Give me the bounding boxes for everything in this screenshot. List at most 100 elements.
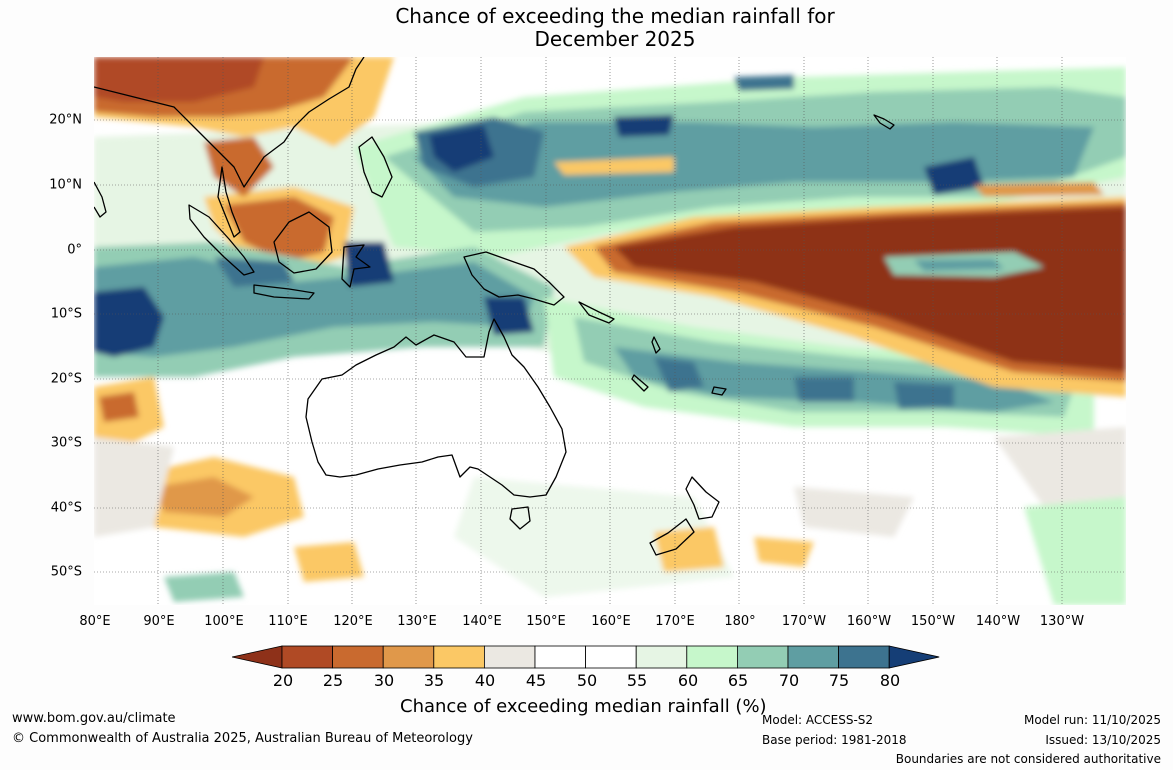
lon-label-180: 180° xyxy=(724,614,756,629)
coastlines xyxy=(94,57,895,556)
lat-label-50s: 50°S xyxy=(50,564,82,580)
colorbar-cell xyxy=(483,645,536,669)
field-south-dry-3 xyxy=(294,542,364,582)
colorbar-cell xyxy=(382,645,435,669)
java-coastline xyxy=(253,284,315,300)
base-period: Base period: 1981-2018 xyxy=(762,733,907,747)
field-south-green xyxy=(1024,497,1126,605)
field-sulawesi-blue xyxy=(344,242,394,287)
sumatra-coastline xyxy=(188,204,255,276)
colorbar-arrow-low xyxy=(232,645,283,669)
website-link[interactable]: www.bom.gov.au/climate xyxy=(12,711,176,726)
field-indian-ocean-teal xyxy=(94,257,534,357)
colorbar-cells xyxy=(232,645,940,669)
hawaii-coastline xyxy=(873,114,895,130)
field-west-dry-2 xyxy=(99,392,139,422)
lon-label-170w: 170°W xyxy=(781,614,827,629)
field-south-grey-2 xyxy=(794,487,914,537)
colorbar-tick-50: 50 xyxy=(576,671,598,690)
field-south-indian-dry-2 xyxy=(154,477,254,517)
field-pacific-wet-lens-blue xyxy=(914,259,1004,271)
field-blue-north-3 xyxy=(734,75,794,91)
lon-label-140w: 140°W xyxy=(975,614,1021,629)
sulawesi-coastline xyxy=(341,244,371,288)
model-run-date: Model run: 11/10/2025 xyxy=(1023,713,1161,727)
colorbar-tick-55: 55 xyxy=(626,671,648,690)
lat-label-20n: 20°N xyxy=(49,112,82,128)
field-south-dry-4 xyxy=(754,537,814,567)
lon-label-130w: 130°W xyxy=(1039,614,1085,629)
colorbar-arrow-high xyxy=(888,645,940,669)
field-pacific-dry-dark xyxy=(614,207,1126,372)
colorbar-tick-80: 80 xyxy=(879,671,901,690)
lat-label-40s: 40°S xyxy=(50,500,82,516)
rainfall-map xyxy=(94,57,1126,605)
lat-label-30s: 30°S xyxy=(50,435,82,451)
colorbar-cell xyxy=(787,645,839,669)
colorbar-tick-65: 65 xyxy=(727,671,749,690)
colorbar-tick-35: 35 xyxy=(423,671,445,690)
map-title-line1: Chance of exceeding the median rainfall … xyxy=(395,4,835,28)
issued-date: Issued: 13/10/2025 xyxy=(1045,733,1161,747)
lon-label-110e: 110°E xyxy=(268,614,308,629)
lon-label-170e: 170°E xyxy=(655,614,695,629)
lat-label-10n: 10°N xyxy=(49,177,82,193)
philippines-coastline xyxy=(358,136,393,198)
field-indochina-dry xyxy=(204,137,274,197)
asia-coastline xyxy=(94,57,365,188)
colorbar-tick-70: 70 xyxy=(778,671,800,690)
colorbar-cell xyxy=(433,645,485,669)
colorbar xyxy=(232,645,940,669)
australia-coastline xyxy=(305,318,567,498)
colorbar-tick-75: 75 xyxy=(828,671,850,690)
colorbar-cell xyxy=(332,645,384,669)
colorbar-tick-25: 25 xyxy=(322,671,344,690)
colorbar-cell xyxy=(686,645,738,669)
colorbar-cell xyxy=(838,645,890,669)
colorbar-tick-60: 60 xyxy=(677,671,699,690)
field-dark-blue-philippines xyxy=(429,125,494,172)
model-name: Model: ACCESS-S2 xyxy=(762,713,874,727)
lat-label-20s: 20°S xyxy=(50,371,82,387)
colorbar-cell xyxy=(281,645,333,669)
colorbar-label: Chance of exceeding median rainfall (%) xyxy=(400,696,767,717)
new-zealand-south-coastline xyxy=(649,518,695,556)
lon-label-130e: 130°E xyxy=(397,614,437,629)
colorbar-cell xyxy=(736,645,789,669)
borneo-coastline xyxy=(273,211,333,274)
lon-label-90e: 90°E xyxy=(143,614,175,629)
new-caledonia-coastline xyxy=(631,374,649,392)
colorbar-tick-30: 30 xyxy=(373,671,395,690)
field-indian-ocean-blue xyxy=(94,287,164,357)
vanuatu-coastline xyxy=(651,336,661,354)
field-coral-sea-blue xyxy=(484,297,534,335)
boundaries-disclaimer: Boundaries are not considered authoritat… xyxy=(895,752,1161,766)
copyright-text: © Commonwealth of Australia 2025, Austra… xyxy=(12,731,473,746)
field-spcz-dark xyxy=(654,357,954,409)
colorbar-tick-20: 20 xyxy=(272,671,294,690)
lon-label-160e: 160°E xyxy=(591,614,631,629)
field-blue-north-2 xyxy=(614,115,674,137)
colorbar-tick-40: 40 xyxy=(474,671,496,690)
field-asia-dry-dark xyxy=(94,57,264,102)
solomon-coastline xyxy=(578,301,615,324)
malay-peninsula-coastline xyxy=(217,166,241,238)
new-zealand-north-coastline xyxy=(685,476,720,520)
india-coastline xyxy=(94,181,107,218)
map-title-line2: December 2025 xyxy=(534,27,696,51)
lon-label-150e: 150°E xyxy=(526,614,566,629)
lon-label-100e: 100°E xyxy=(204,614,244,629)
lon-label-150w: 150°W xyxy=(910,614,956,629)
lat-label-10s: 10°S xyxy=(50,306,82,322)
colorbar-cell xyxy=(585,645,637,669)
lat-label-0: 0° xyxy=(67,242,82,258)
field-south-grey xyxy=(94,437,174,537)
colorbar-cell xyxy=(534,645,586,669)
colorbar-tick-45: 45 xyxy=(525,671,547,690)
lon-label-160w: 160°W xyxy=(846,614,892,629)
graticule xyxy=(94,57,1126,605)
field-south-grey-3 xyxy=(994,427,1126,517)
field-south-teal-patch xyxy=(164,572,244,602)
field-nz-dry xyxy=(654,527,724,572)
new-guinea-coastline xyxy=(463,251,565,306)
